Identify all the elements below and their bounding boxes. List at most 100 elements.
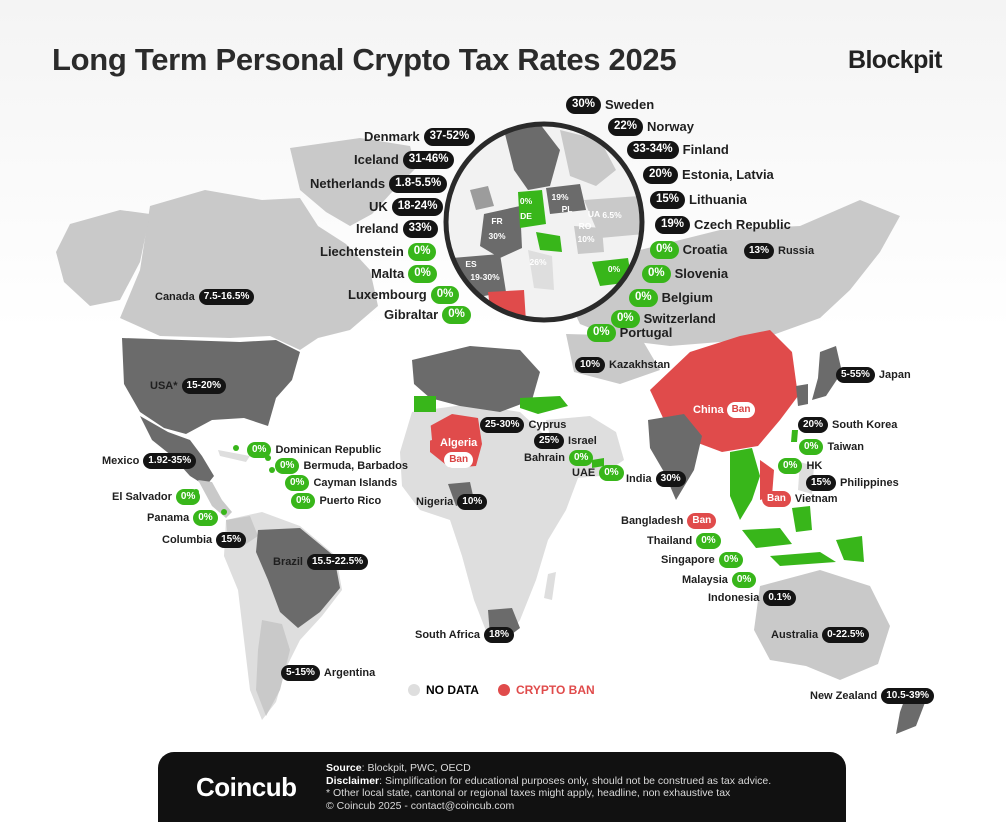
rate-badge: 20% — [643, 166, 679, 184]
footer-logo: Coincub — [196, 772, 297, 802]
europe-tag: FR — [491, 216, 502, 226]
country-name: Dominican Republic — [275, 443, 382, 456]
label-philippines: 15% Philippines — [806, 475, 899, 491]
country-name: Mexico — [102, 454, 140, 467]
rate-badge: 0% — [247, 442, 272, 458]
label-luxembourg: 0% Luxembourg — [348, 286, 460, 304]
europe-tag: 19% — [551, 192, 568, 202]
country-name: Lithuania — [689, 192, 747, 208]
rate-badge: 0% — [629, 289, 658, 307]
label-gibraltar: 0% Gibraltar — [384, 306, 471, 324]
country-name: Bangladesh — [621, 514, 684, 527]
country-name: El Salvador — [112, 490, 172, 503]
country-name: Belgium — [661, 290, 713, 306]
label-sweden: 30% Sweden — [566, 96, 654, 114]
rate-badge: 0-22.5% — [822, 627, 870, 643]
country-name: Croatia — [682, 242, 728, 258]
country-name: Liechtenstein — [320, 244, 404, 260]
rate-badge: 5-15% — [281, 665, 320, 681]
country-name: Luxembourg — [348, 287, 427, 303]
country-name: Slovenia — [674, 266, 729, 282]
label-el-salvador: 0% El Salvador — [112, 489, 201, 505]
rate-badge: 0% — [285, 475, 310, 491]
label-mexico: 1.92-35% Mexico — [102, 453, 197, 469]
country-name: Canada — [155, 290, 195, 303]
rate-badge: 15% — [806, 475, 837, 491]
rate-badge: 0% — [408, 265, 437, 283]
label-netherlands: 1.8-5.5% Netherlands — [310, 175, 448, 193]
caribbean-dot-3 — [269, 467, 275, 473]
rate-badge: 0.1% — [763, 590, 797, 606]
label-columbia: 15% Columbia — [162, 532, 247, 548]
greenland-shape — [290, 138, 416, 226]
footer-copyright: © Coincub 2025 - contact@coincub.com — [326, 799, 515, 812]
rate-badge: 7.5-16.5% — [198, 289, 255, 305]
label-lithuania: 15% Lithuania — [650, 191, 747, 209]
country-name: Switzerland — [643, 311, 716, 327]
label-iceland: 31-46% Iceland — [354, 151, 455, 169]
rate-badge: 15.5-22.5% — [306, 554, 369, 570]
rate-badge: 22% — [608, 118, 644, 136]
label-indonesia: 0.1% Indonesia — [708, 590, 797, 606]
europe-tag: ES — [465, 259, 477, 269]
southeast-asia-shape — [730, 448, 760, 520]
rate-badge: 0% — [175, 489, 201, 505]
australia-shape — [754, 570, 890, 680]
middle-east-shape — [546, 416, 624, 478]
rate-badge: 15% — [650, 191, 686, 209]
country-name: Brazil — [273, 555, 303, 568]
rate-badge: 0% — [778, 458, 803, 474]
rate-badge: 0% — [650, 241, 679, 259]
label-liechtenstein: 0% Liechtenstein — [320, 243, 437, 261]
ban-label-china: China Ban — [693, 402, 756, 418]
country-name: South Africa — [415, 628, 480, 641]
russia-shape — [560, 200, 900, 346]
country-name: Gibraltar — [384, 307, 439, 323]
label-japan: 5-55% Japan — [836, 367, 911, 383]
country-name: Malta — [371, 266, 405, 282]
country-name: Iceland — [354, 152, 399, 168]
rate-badge: 0% — [193, 510, 218, 526]
vietnam-shape — [760, 460, 774, 500]
country-name: Kazakhstan — [609, 358, 671, 371]
taiwan-shape — [791, 430, 798, 442]
label-thailand: 0% Thailand — [647, 533, 721, 549]
europe-tag: 6.5% — [602, 210, 622, 220]
europe-tag: RO — [579, 221, 592, 231]
rate-badge: 37-52% — [423, 128, 476, 146]
caribbean-dot-1 — [233, 445, 239, 451]
ban-country-name: China — [693, 403, 724, 416]
country-name: Norway — [647, 119, 694, 135]
rate-badge: 5-55% — [836, 367, 875, 383]
rate-badge: 25-30% — [480, 417, 525, 433]
label-bangladesh: Ban Bangladesh — [621, 513, 717, 529]
europe-tag: 26% — [529, 257, 546, 267]
rate-badge: 0% — [442, 306, 471, 324]
label-singapore: 0% Singapore — [661, 552, 744, 568]
europe-tags: FR 30% 0% DE 19% PL UA 6.5% RO 10% ES 19-30% 26% 0% — [465, 192, 622, 282]
indonesia-shape-3 — [792, 506, 812, 532]
rate-badge: 0% — [599, 465, 624, 481]
country-name: UK — [369, 199, 388, 215]
country-name: Singapore — [661, 553, 715, 566]
japan-shape — [812, 346, 842, 400]
brand-logo: Blockpit — [848, 46, 942, 74]
rate-badge: 31-46% — [402, 151, 455, 169]
label-estonia-latvia: 20% Estonia, Latvia — [643, 166, 774, 184]
label-finland: 33-34% Finland — [627, 141, 729, 159]
rate-badge: 10% — [457, 494, 488, 510]
rate-badge: 13% — [744, 243, 775, 259]
country-name: Russia — [778, 244, 815, 257]
morocco-shape — [410, 418, 432, 446]
country-name: Panama — [147, 511, 190, 524]
legend-crypto-ban: CRYPTO BAN — [498, 683, 595, 697]
country-name: Netherlands — [310, 176, 386, 192]
label-belgium: 0% Belgium — [629, 289, 713, 307]
rate-badge: 0% — [718, 552, 744, 568]
country-name: Bahrain — [524, 451, 565, 464]
rate-badge: 10.5-39% — [881, 688, 935, 704]
turkey-shape — [520, 396, 568, 414]
country-name: Argentina — [323, 666, 376, 679]
country-name: HK — [806, 459, 823, 472]
country-name: Bermuda, Barbados — [303, 459, 408, 472]
